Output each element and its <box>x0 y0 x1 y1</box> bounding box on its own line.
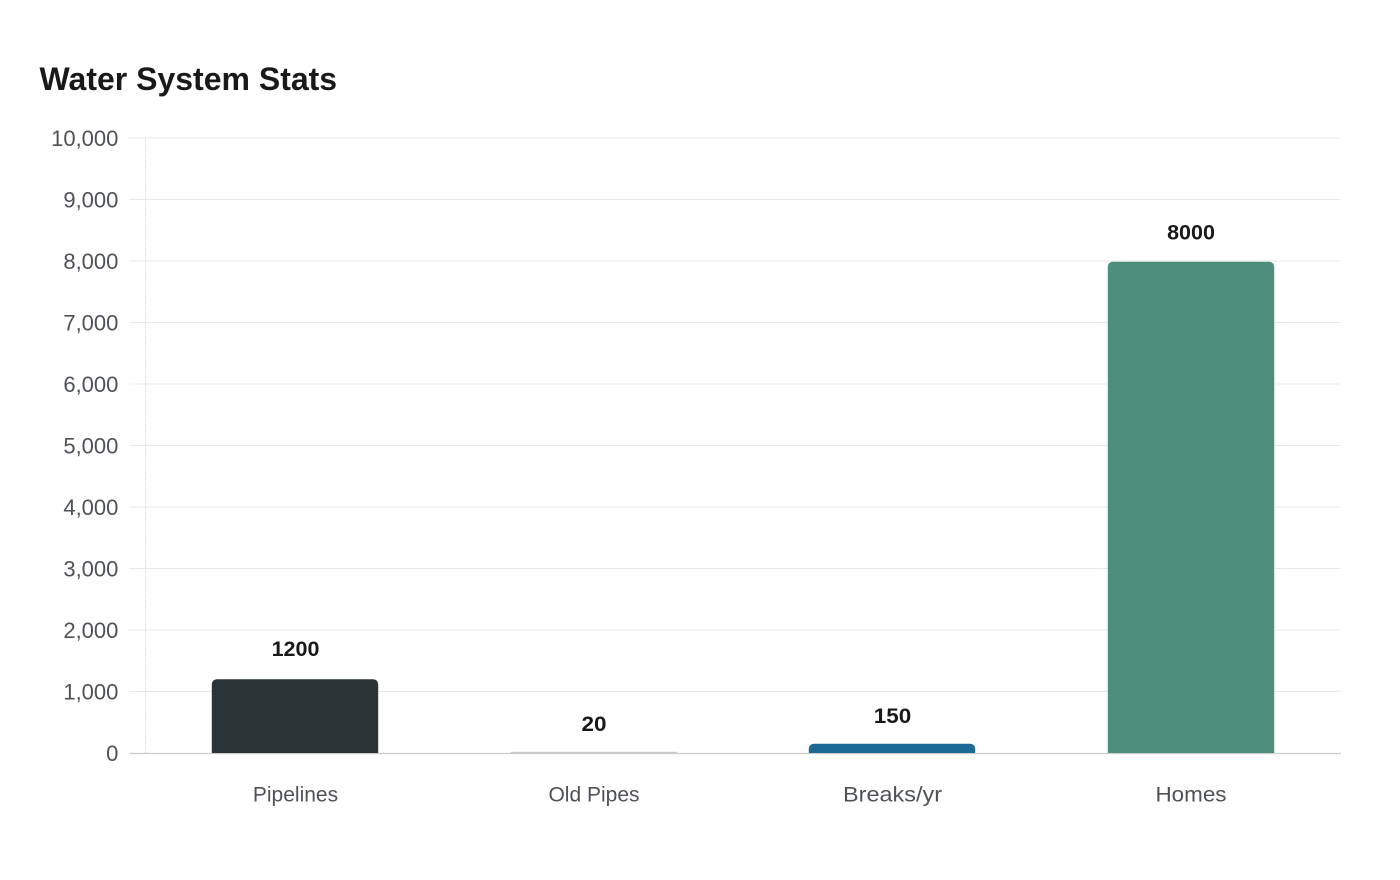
svg-text:8000: 8000 <box>1167 221 1215 245</box>
svg-text:7,000: 7,000 <box>63 310 118 335</box>
svg-text:Water System Stats: Water System Stats <box>40 61 338 97</box>
svg-text:Homes: Homes <box>1156 784 1227 807</box>
svg-text:Pipelines: Pipelines <box>253 784 338 807</box>
svg-text:Breaks/yr: Breaks/yr <box>843 784 942 807</box>
svg-text:9,000: 9,000 <box>63 187 118 212</box>
svg-text:1200: 1200 <box>272 637 320 661</box>
svg-text:5,000: 5,000 <box>63 433 118 458</box>
svg-text:8,000: 8,000 <box>63 249 118 274</box>
svg-text:4,000: 4,000 <box>63 495 118 520</box>
svg-text:10,000: 10,000 <box>51 126 118 151</box>
svg-text:Old Pipes: Old Pipes <box>548 784 639 807</box>
svg-text:2,000: 2,000 <box>63 618 118 643</box>
svg-text:20: 20 <box>582 712 607 736</box>
svg-text:6,000: 6,000 <box>63 372 118 397</box>
svg-text:1,000: 1,000 <box>63 679 118 704</box>
svg-text:150: 150 <box>874 704 912 728</box>
svg-text:0: 0 <box>106 741 118 766</box>
svg-text:3,000: 3,000 <box>63 556 118 581</box>
